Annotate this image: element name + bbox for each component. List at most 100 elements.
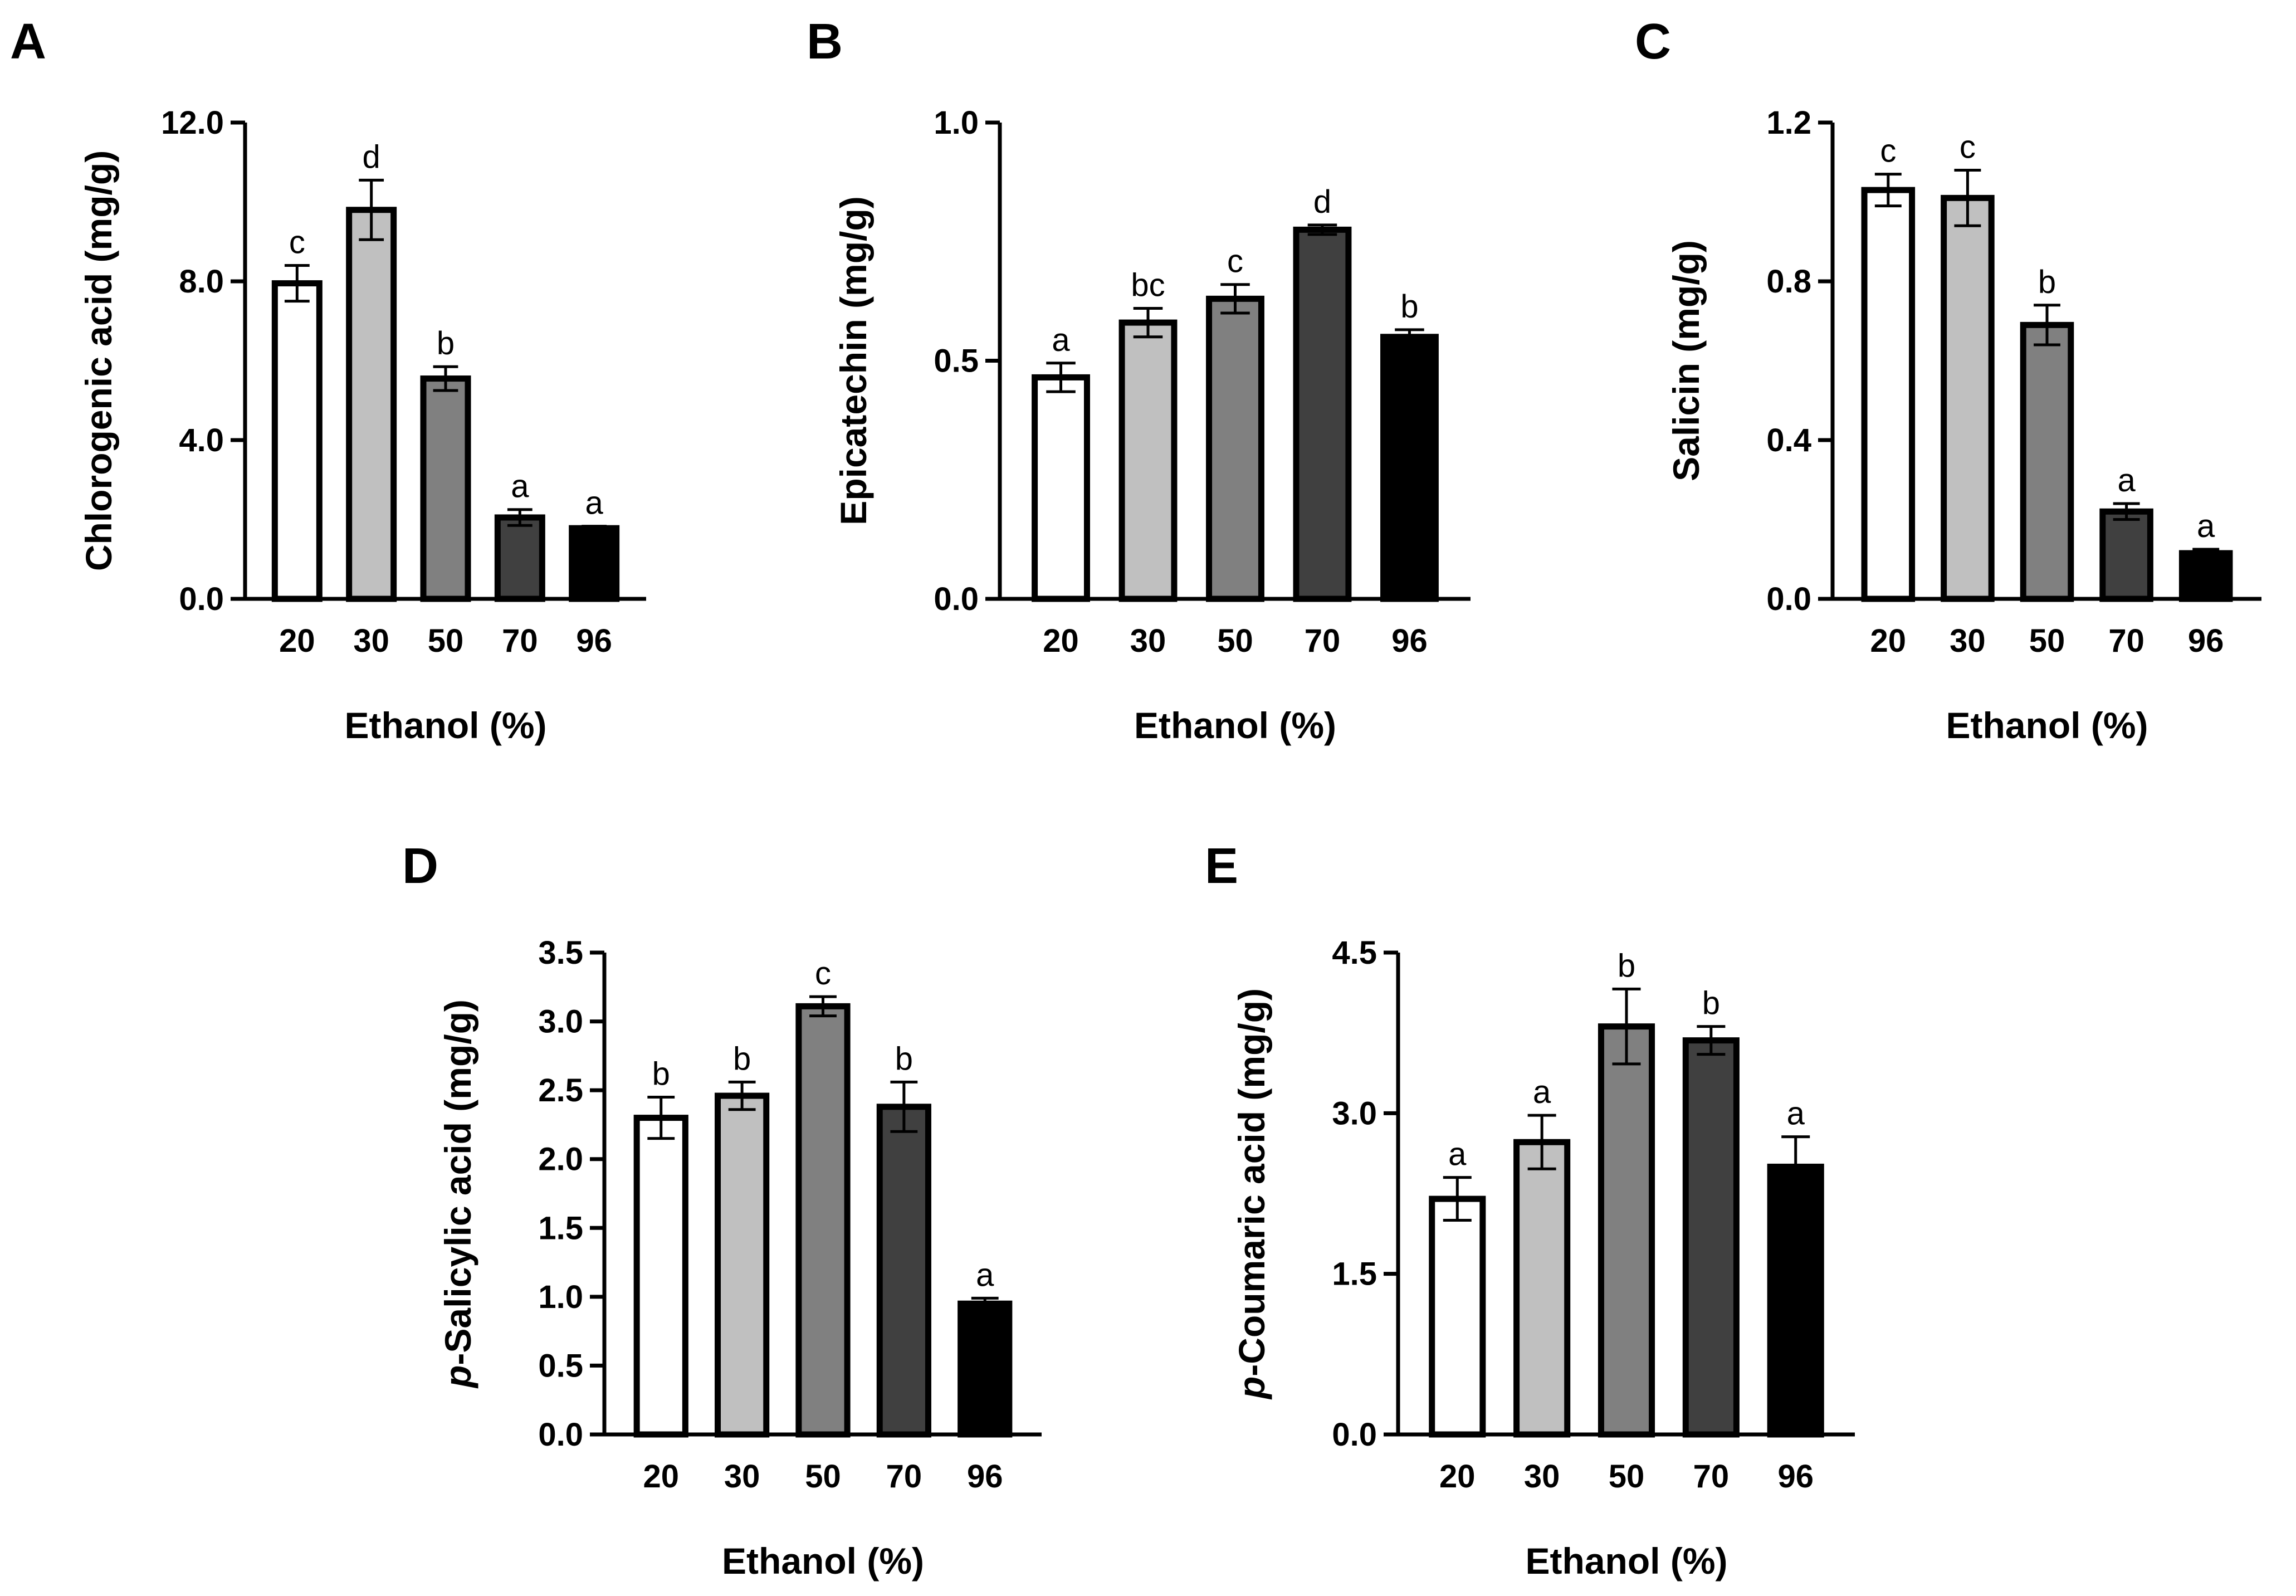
significance-letter-30: c — [1960, 129, 1976, 165]
bar-70 — [1682, 1037, 1740, 1438]
significance-letter-70: a — [511, 468, 529, 505]
x-tick-label-70: 70 — [502, 623, 538, 659]
x-tick-label-30: 30 — [1130, 623, 1166, 659]
y-tick-label: 4.5 — [1332, 935, 1377, 971]
x-tick-label-50: 50 — [1609, 1458, 1645, 1495]
y-tick-label: 0.0 — [179, 581, 224, 617]
x-tick-label-20: 20 — [1870, 623, 1907, 659]
x-tick-label-20: 20 — [1043, 623, 1079, 659]
bar-20 — [1861, 187, 1916, 602]
x-tick-label-20: 20 — [643, 1458, 680, 1495]
y-axis-title: Chlorogenic acid (mg/g) — [78, 150, 119, 571]
bar-96 — [958, 1300, 1013, 1438]
x-axis-title: Ethanol (%) — [1946, 705, 2148, 746]
x-tick-label-96: 96 — [2188, 623, 2224, 659]
x-tick-label-70: 70 — [2108, 623, 2144, 659]
x-tick-label-30: 30 — [1524, 1458, 1560, 1495]
y-tick-label: 2.0 — [538, 1141, 583, 1178]
x-tick-label-50: 50 — [1217, 623, 1253, 659]
significance-letter-70: b — [895, 1041, 913, 1077]
significance-letter-70: d — [1313, 184, 1331, 220]
bar-96 — [2178, 550, 2233, 602]
significance-letter-20: b — [652, 1056, 670, 1092]
x-tick-label-50: 50 — [2029, 623, 2065, 659]
y-tick-label: 3.5 — [538, 935, 583, 971]
y-tick-label: 4.0 — [179, 422, 224, 458]
significance-letter-30: d — [363, 139, 380, 175]
panel-label-b: B — [807, 14, 843, 70]
bar-20 — [1032, 374, 1090, 602]
chart-panel-d: D 0.0 0.5 1.0 1.5 2.0 2.5 3.0 3.5 b 20 b 30 c 50 b 70 a 96… — [402, 838, 1042, 1582]
significance-letter-96: a — [976, 1257, 994, 1293]
bar-30 — [715, 1092, 770, 1438]
x-axis-title: Ethanol (%) — [722, 1540, 924, 1582]
x-axis-title: Ethanol (%) — [1526, 1540, 1728, 1582]
bar-70 — [876, 1104, 931, 1438]
chart-panel-c: C 0.0 0.4 0.8 1.2 c 20 c 30 b 50 a 70 a 96 Ethanol (%) S… — [1635, 14, 2261, 746]
x-tick-label-30: 30 — [1950, 623, 1986, 659]
y-tick-label: 8.0 — [179, 263, 224, 300]
y-axis-title-text: Epicatechin (mg/g) — [833, 196, 874, 525]
y-tick-label: 0.0 — [538, 1417, 583, 1453]
x-tick-label-96: 96 — [967, 1458, 1003, 1495]
significance-letter-30: a — [1533, 1074, 1551, 1110]
y-axis-title: Salicin (mg/g) — [1665, 240, 1707, 481]
y-tick-label: 0.5 — [934, 343, 979, 379]
panel-label-d: D — [402, 838, 438, 894]
significance-letter-30: b — [733, 1041, 751, 1077]
bar-30 — [1118, 319, 1178, 602]
y-tick-label: 1.5 — [538, 1210, 583, 1246]
significance-letter-50: c — [1227, 243, 1243, 280]
panel-label-a: A — [10, 14, 46, 70]
x-axis-title: Ethanol (%) — [1134, 705, 1336, 746]
bar-50 — [1598, 1023, 1655, 1438]
significance-letter-70: b — [1702, 985, 1720, 1022]
y-tick-label: 0.8 — [1766, 263, 1811, 300]
bar-50 — [2020, 321, 2074, 602]
significance-letter-20: a — [1448, 1136, 1467, 1173]
significance-letter-50: b — [437, 325, 455, 362]
bar-20 — [633, 1115, 688, 1438]
bar-96 — [1380, 334, 1439, 602]
bar-70 — [494, 514, 545, 602]
x-tick-label-96: 96 — [1777, 1458, 1814, 1495]
x-tick-label-30: 30 — [724, 1458, 760, 1495]
y-tick-label: 1.5 — [1332, 1256, 1377, 1292]
bar-96 — [569, 525, 620, 602]
x-tick-label-30: 30 — [353, 623, 389, 659]
y-axis-title: Epicatechin (mg/g) — [833, 196, 874, 525]
panel-label-c: C — [1635, 14, 1671, 70]
significance-letter-96: a — [585, 485, 604, 521]
bar-70 — [1293, 226, 1352, 602]
bar-30 — [346, 207, 397, 602]
x-tick-label-70: 70 — [886, 1458, 922, 1495]
y-tick-label: 2.5 — [538, 1072, 583, 1109]
y-tick-label: 0.0 — [1766, 581, 1811, 617]
bar-50 — [420, 375, 471, 602]
bar-30 — [1941, 194, 1995, 602]
bar-30 — [1513, 1139, 1571, 1438]
significance-letter-50: c — [815, 955, 831, 992]
y-tick-label: 1.0 — [934, 105, 979, 141]
x-tick-label-50: 50 — [428, 623, 464, 659]
y-axis-title: p-Salicylic acid (mg/g) — [437, 999, 478, 1389]
significance-letter-20: c — [1880, 133, 1896, 169]
bar-20 — [271, 280, 323, 602]
bar-50 — [795, 1003, 851, 1438]
y-axis-title-text: Salicin (mg/g) — [1665, 240, 1707, 481]
bar-20 — [1429, 1195, 1486, 1438]
y-tick-label: 0.0 — [1332, 1417, 1377, 1453]
x-tick-label-50: 50 — [805, 1458, 841, 1495]
y-tick-label: 3.0 — [538, 1004, 583, 1040]
x-tick-label-96: 96 — [1391, 623, 1428, 659]
y-tick-label: 1.2 — [1766, 105, 1811, 141]
y-tick-label: 0.5 — [538, 1348, 583, 1384]
y-axis-title-text: -Coumaric acid (mg/g) — [1231, 988, 1272, 1377]
bar-50 — [1206, 295, 1264, 602]
x-axis-title: Ethanol (%) — [345, 705, 547, 746]
x-tick-label-96: 96 — [576, 623, 612, 659]
y-axis-title-text: Chlorogenic acid (mg/g) — [78, 150, 119, 571]
significance-letter-96: a — [2197, 508, 2215, 544]
panel-label-e: E — [1205, 838, 1238, 894]
